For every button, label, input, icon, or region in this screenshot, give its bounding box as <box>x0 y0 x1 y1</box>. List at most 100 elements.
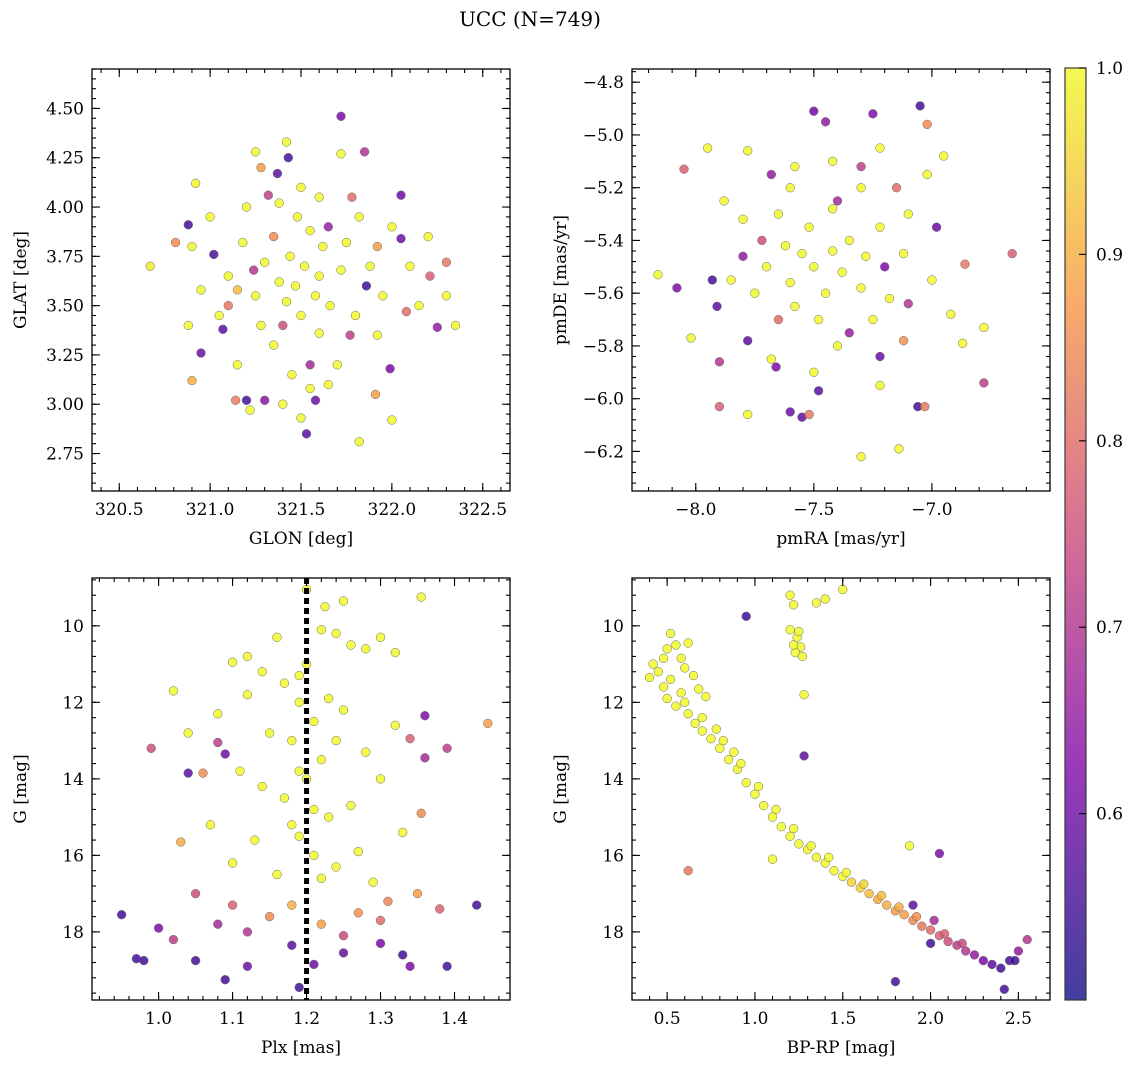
data-point <box>917 921 927 931</box>
data-point <box>899 910 909 920</box>
data-point <box>741 611 751 621</box>
data-point <box>719 196 729 206</box>
data-point <box>771 804 781 815</box>
data-point <box>385 364 395 374</box>
data-point <box>405 961 415 971</box>
y-tick-label: 3.25 <box>46 346 84 366</box>
data-point <box>766 169 776 180</box>
data-point <box>743 146 753 156</box>
data-point <box>361 281 372 291</box>
y-tick-label: 3.50 <box>46 297 84 317</box>
data-point <box>354 437 364 447</box>
y-axis-label: pmDE [mas/yr] <box>551 215 571 345</box>
data-point <box>220 975 230 985</box>
data-point <box>416 808 426 818</box>
data-point <box>305 360 315 370</box>
data-point <box>227 900 238 910</box>
data-point <box>658 682 669 692</box>
x-tick-label: 0.5 <box>654 1009 681 1029</box>
data-point <box>242 651 253 662</box>
data-point <box>405 734 415 744</box>
data-point <box>361 644 371 654</box>
data-point <box>338 596 349 606</box>
data-point <box>1007 248 1017 259</box>
data-point <box>324 812 334 822</box>
data-point <box>743 336 753 346</box>
data-point <box>338 931 349 941</box>
data-point <box>250 147 261 157</box>
x-tick-label: 322.0 <box>368 500 417 520</box>
data-point <box>309 959 319 970</box>
data-point <box>390 647 400 658</box>
data-point <box>979 322 989 333</box>
data-point <box>894 902 904 912</box>
data-point <box>346 800 356 811</box>
data-point <box>435 904 445 914</box>
data-point <box>846 877 857 887</box>
data-point <box>296 413 306 423</box>
data-point <box>856 183 866 193</box>
data-point <box>707 275 717 285</box>
data-point <box>797 248 807 259</box>
data-point <box>1022 934 1032 945</box>
data-point <box>350 310 361 321</box>
data-point <box>680 663 690 673</box>
data-point <box>314 192 324 202</box>
data-point <box>324 693 334 704</box>
y-tick-label: 16 <box>62 846 84 866</box>
x-axis-label: Plx [mas] <box>261 1038 341 1058</box>
colorbar-tick-label: 1.0 <box>1096 59 1123 79</box>
data-point <box>875 143 885 153</box>
y-tick-label: −6.0 <box>583 390 624 410</box>
data-point <box>904 841 915 851</box>
data-point <box>987 959 997 970</box>
x-tick-label: 1.3 <box>367 1009 394 1029</box>
data-point <box>294 766 304 776</box>
data-point <box>961 946 971 956</box>
data-point <box>213 737 223 748</box>
data-point <box>794 626 804 637</box>
data-point <box>294 982 304 993</box>
y-tick-label: 4.50 <box>46 99 84 119</box>
y-axis-label: G [mag] <box>11 754 31 823</box>
data-point <box>911 911 922 922</box>
data-point <box>706 734 716 744</box>
y-axis-label: GLAT [deg] <box>11 231 31 329</box>
data-point <box>922 169 932 180</box>
data-point <box>441 257 452 267</box>
data-point <box>820 117 831 127</box>
y-tick-label: 12 <box>62 693 84 713</box>
data-point <box>287 370 297 380</box>
data-point <box>785 831 795 841</box>
data-point <box>915 101 925 111</box>
data-point <box>757 235 767 246</box>
data-point <box>209 249 219 260</box>
data-point <box>759 800 769 811</box>
data-point <box>390 720 400 730</box>
data-point <box>820 288 831 298</box>
data-point <box>894 444 904 454</box>
data-point <box>250 291 261 301</box>
data-point <box>694 684 704 694</box>
x-tick-label: −7.0 <box>911 500 952 520</box>
data-point <box>829 866 839 876</box>
data-point <box>287 820 297 830</box>
data-point <box>274 277 284 287</box>
data-point <box>375 774 386 784</box>
data-point <box>183 220 193 230</box>
data-point <box>665 674 676 685</box>
data-point <box>336 149 346 159</box>
data-point <box>890 976 901 987</box>
data-point <box>880 262 890 272</box>
data-point <box>832 196 843 206</box>
data-point <box>190 888 201 899</box>
data-point <box>292 212 303 222</box>
y-tick-label: 3.75 <box>46 247 84 267</box>
data-point <box>272 168 283 179</box>
x-tick-label: −7.5 <box>793 500 834 520</box>
data-point <box>859 879 869 889</box>
data-point <box>309 804 319 815</box>
data-point <box>183 320 193 331</box>
data-point <box>767 854 778 864</box>
data-point <box>943 936 953 947</box>
